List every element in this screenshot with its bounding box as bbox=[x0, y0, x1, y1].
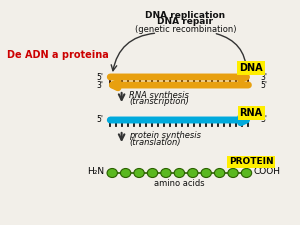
Text: DNA repair: DNA repair bbox=[158, 18, 214, 27]
Text: DNA replication: DNA replication bbox=[146, 11, 226, 20]
Text: (transcription): (transcription) bbox=[129, 97, 189, 106]
Ellipse shape bbox=[201, 169, 211, 178]
Text: amino acids: amino acids bbox=[154, 180, 205, 189]
Ellipse shape bbox=[228, 169, 238, 178]
Text: RNA synthesis: RNA synthesis bbox=[129, 90, 189, 99]
Text: protein synthesis: protein synthesis bbox=[129, 130, 201, 140]
Ellipse shape bbox=[134, 169, 144, 178]
Text: 3': 3' bbox=[261, 115, 268, 124]
Text: De ADN a proteina: De ADN a proteina bbox=[7, 50, 109, 60]
Ellipse shape bbox=[107, 169, 117, 178]
Text: (genetic recombination): (genetic recombination) bbox=[135, 25, 236, 34]
Text: COOH: COOH bbox=[254, 167, 281, 176]
Text: 3': 3' bbox=[97, 81, 104, 90]
Ellipse shape bbox=[214, 169, 225, 178]
Text: PROTEIN: PROTEIN bbox=[229, 158, 274, 166]
Text: H₂N: H₂N bbox=[88, 167, 105, 176]
Text: 5': 5' bbox=[97, 72, 104, 81]
Text: RNA: RNA bbox=[240, 108, 263, 118]
Ellipse shape bbox=[241, 169, 252, 178]
Text: DNA: DNA bbox=[239, 63, 263, 73]
Text: 3': 3' bbox=[261, 72, 268, 81]
Text: 5': 5' bbox=[97, 115, 104, 124]
Ellipse shape bbox=[161, 169, 171, 178]
Text: 5': 5' bbox=[261, 81, 268, 90]
Ellipse shape bbox=[174, 169, 184, 178]
Ellipse shape bbox=[147, 169, 158, 178]
Text: (translation): (translation) bbox=[129, 137, 181, 146]
Ellipse shape bbox=[121, 169, 131, 178]
Ellipse shape bbox=[188, 169, 198, 178]
